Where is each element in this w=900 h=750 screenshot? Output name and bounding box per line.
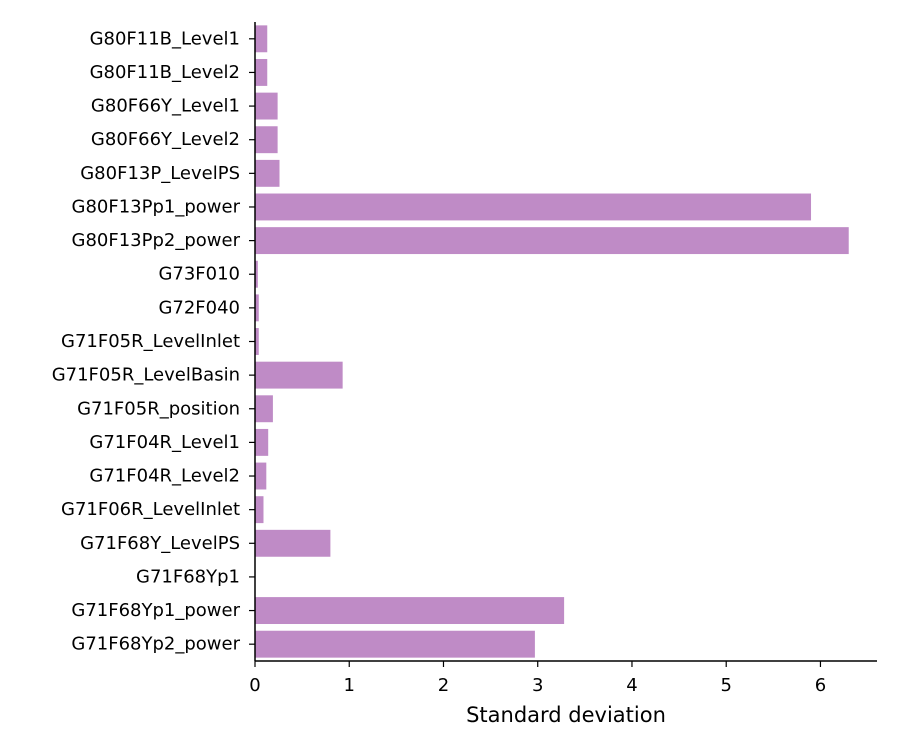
y-tick-label: G71F68Yp2_power <box>71 634 240 655</box>
x-tick-label: 4 <box>626 675 637 696</box>
bar <box>255 92 278 120</box>
x-tick-label: 0 <box>249 675 260 696</box>
x-tick-label: 5 <box>720 675 731 696</box>
bar <box>255 126 278 154</box>
x-tick-label: 1 <box>344 675 355 696</box>
bar <box>255 193 812 221</box>
y-tick-label: G71F68Y_LevelPS <box>80 533 240 554</box>
y-tick-label: G80F66Y_Level2 <box>91 129 240 150</box>
y-tick-label: G71F05R_LevelInlet <box>61 331 240 352</box>
bar <box>255 227 849 255</box>
y-tick-label: G80F13Pp2_power <box>72 230 241 251</box>
y-tick-label: G80F13P_LevelPS <box>80 163 240 184</box>
bar <box>255 496 264 524</box>
bar <box>255 260 258 288</box>
bar <box>255 25 268 53</box>
x-tick-label: 2 <box>438 675 449 696</box>
bars-group <box>255 25 849 658</box>
bar <box>255 361 343 389</box>
x-axis-ticks: 0 1 2 3 4 5 6 <box>249 661 826 696</box>
y-tick-label: G71F06R_LevelInlet <box>61 499 240 520</box>
bar <box>255 529 331 557</box>
y-tick-label: G72F040 <box>158 297 240 318</box>
y-tick-label: G71F04R_Level2 <box>89 466 240 487</box>
bar <box>255 630 535 658</box>
y-tick-label: G71F05R_LevelBasin <box>52 365 240 386</box>
bar <box>255 395 273 423</box>
bar <box>255 294 259 322</box>
bar <box>255 159 280 187</box>
bar <box>255 328 259 355</box>
y-tick-label: G71F05R_position <box>77 398 240 419</box>
y-tick-label: G71F68Yp1 <box>136 566 240 587</box>
bar <box>255 597 565 625</box>
y-tick-label: G71F68Yp1_power <box>71 600 240 621</box>
y-tick-label: G80F11B_Level1 <box>90 28 240 49</box>
y-tick-label: G80F13Pp1_power <box>72 196 241 217</box>
x-tick-label: 6 <box>815 675 826 696</box>
y-tick-label: G73F010 <box>158 264 240 285</box>
x-tick-label: 3 <box>532 675 543 696</box>
x-axis-title: Standard deviation <box>466 703 666 727</box>
y-tick-label: G80F66Y_Level1 <box>91 96 240 117</box>
y-axis-ticks: G80F11B_Level1 G80F11B_Level2 G80F66Y_Leve… <box>52 28 255 655</box>
bar <box>255 428 269 456</box>
bar <box>255 58 268 86</box>
bar <box>255 462 267 490</box>
y-tick-label: G71F04R_Level1 <box>89 432 240 453</box>
y-tick-label: G80F11B_Level2 <box>90 62 240 83</box>
